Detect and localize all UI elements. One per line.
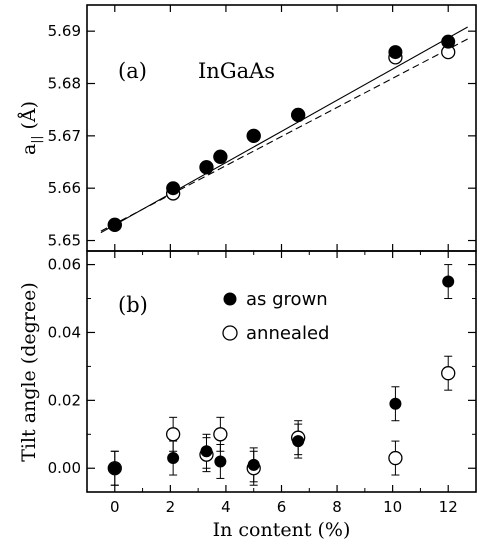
data-point-annealed [213,427,228,442]
data-point-annealed [388,450,403,466]
y-tick-label: 0.04 [48,323,81,341]
panel-label-b: (b) [118,293,148,317]
data-point-filled [441,34,456,49]
legend-marker-annealed [222,325,238,341]
y-tick-label: 0.02 [48,391,81,409]
material-label: InGaAs [198,59,275,83]
x-tick-label: 6 [277,498,287,516]
x-tick-label: 8 [332,498,342,516]
legend-label-annealed: annealed [246,323,329,344]
data-point-filled [213,149,228,164]
data-point-as-grown [292,435,305,448]
data-point-as-grown [214,455,227,468]
data-point-as-grown [108,462,121,475]
panel-b-frame [86,250,477,493]
data-point-filled [291,107,306,122]
data-point-filled [246,128,261,143]
x-tick-label: 12 [439,498,458,516]
data-point-as-grown [200,445,213,458]
y-tick-label: 0.06 [48,256,81,274]
x-tick-label: 0 [110,498,120,516]
data-point-as-grown [247,458,260,471]
x-tick-label: 2 [166,498,176,516]
y-tick-label: 0.00 [48,459,81,477]
data-point-filled [199,160,214,175]
x-tick-label: 10 [383,498,402,516]
y-tick-label: 5.69 [48,22,81,40]
data-point-as-grown [167,452,180,465]
legend-marker-as-grown [223,292,237,306]
data-point-filled [107,217,122,232]
fit-line-annealed [100,38,468,232]
x-tick-label: 4 [221,498,231,516]
panel-a: 5.65 5.66 5.67 5.68 5.69 (a) InGaAs a|| (Å) [18,4,477,252]
data-point-annealed [441,366,456,381]
panel-b: 0.00 0.02 0.04 0.06 0 2 4 6 8 10 12 (b) as grown anne… [18,250,477,541]
data-point-filled [388,45,403,60]
data-point-as-grown [442,275,455,288]
y-tick-label: 5.67 [48,127,81,145]
y-axis-label-a: a|| (Å) [18,101,43,155]
y-tick-label: 5.65 [48,232,81,250]
y-tick-label: 5.66 [48,179,81,197]
y-axis-label-b: Tilt angle (degree) [18,282,40,462]
data-point-annealed [165,427,181,442]
legend-label-as-grown: as grown [246,289,328,310]
data-point-filled [166,181,181,196]
y-tick-label: 5.68 [48,75,81,93]
fit-line-as-grown [100,26,468,234]
x-axis-label: In content (%) [213,519,351,541]
panel-label-a: (a) [118,59,147,83]
panel-a-frame [86,4,477,252]
data-point-as-grown [389,397,402,410]
